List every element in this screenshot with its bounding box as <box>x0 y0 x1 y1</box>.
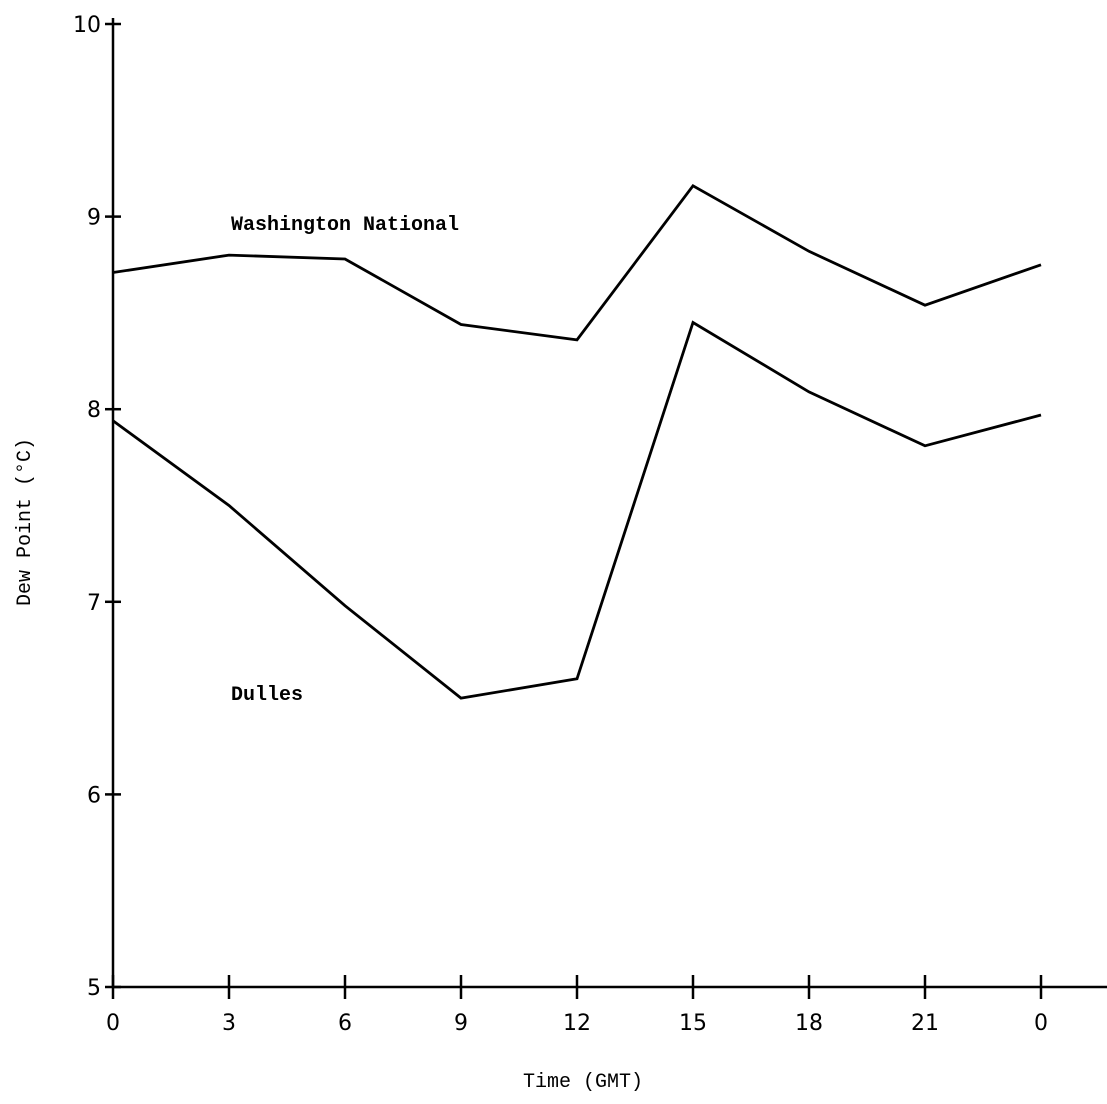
y-tick-label-8: 8 <box>87 398 101 423</box>
axes <box>111 18 1107 989</box>
x-tick-label-3: 9 <box>454 1011 468 1036</box>
series-label-dulles: Dulles <box>231 684 303 707</box>
x-tick-label-0: 0 <box>106 1011 120 1036</box>
y-axis-title: Dew Point (°C) <box>14 438 37 606</box>
x-tick-label-5: 15 <box>679 1011 707 1036</box>
series <box>112 183 1042 700</box>
x-tick-label-4: 12 <box>563 1011 591 1036</box>
ticks: 5 6 7 8 9 10 0 3 6 9 12 15 18 21 0 <box>73 13 1048 1036</box>
y-tick-label-7: 7 <box>87 591 101 616</box>
series-line-washington-national <box>112 183 1042 342</box>
x-tick-label-6: 18 <box>795 1011 823 1036</box>
x-tick-label-1: 3 <box>222 1011 236 1036</box>
y-tick-label-5: 5 <box>87 976 101 1001</box>
x-tick-label-2: 6 <box>338 1011 352 1036</box>
series-line-dulles <box>112 320 1042 700</box>
labels: Washington National Dulles Time (GMT) De… <box>14 214 643 1094</box>
y-tick-label-9: 9 <box>87 206 101 231</box>
series-label-washington-national: Washington National <box>231 214 459 237</box>
y-tick-label-6: 6 <box>87 783 101 808</box>
y-tick-label-10: 10 <box>73 13 101 38</box>
x-tick-label-8: 0 <box>1034 1011 1048 1036</box>
x-axis-title: Time (GMT) <box>523 1071 643 1094</box>
x-tick-label-7: 21 <box>911 1011 939 1036</box>
